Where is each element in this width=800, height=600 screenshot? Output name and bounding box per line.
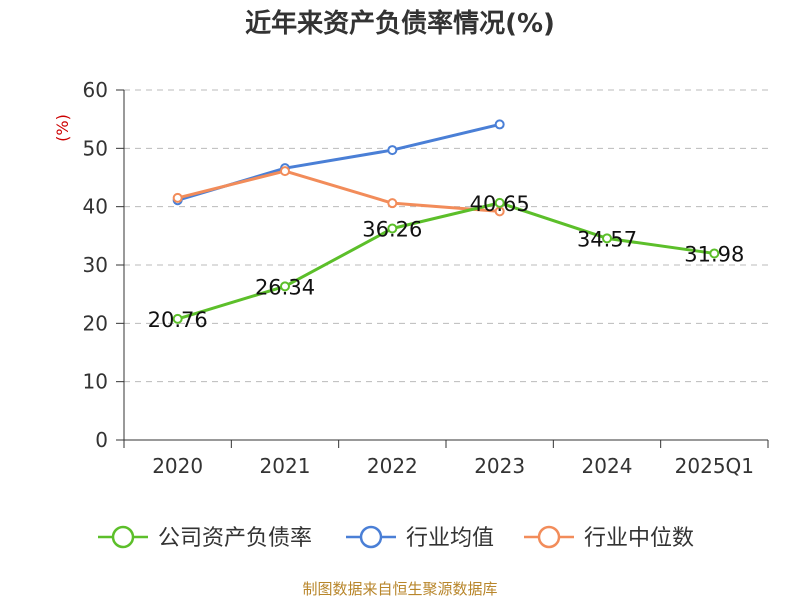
legend: 公司资产负债率 行业均值 行业中位数 [98,525,694,551]
x-tick-label: 2024 [582,454,633,478]
series-line [177,122,501,202]
data-label: 20.76 [148,308,208,332]
data-point [494,119,505,130]
data-point [494,197,505,208]
legend-marker [537,525,561,549]
series-line [177,201,715,321]
x-tick-label: 2020 [152,454,203,478]
grid [124,89,768,383]
legend-marker [111,525,135,549]
data-point [387,145,398,156]
data-labels: 20.76 26.34 36.26 40.65 34.57 31.98 [148,192,745,332]
y-tick-label: 30 [83,253,108,277]
x-tick-label: 2025Q1 [675,454,754,478]
data-label: 26.34 [255,275,315,299]
data-point [172,192,183,203]
y-tick-label: 50 [83,136,108,160]
x-tick-label: 2023 [474,454,525,478]
legend-label: 公司资产负债率 [158,526,312,551]
data-point [387,198,398,209]
axes: 0 10 20 30 40 50 60 2020 2021 2022 2023 2024 2025Q1 [83,78,769,478]
data-point [709,248,720,259]
data-label: 34.57 [577,227,637,251]
legend-label: 行业均值 [406,526,494,551]
series-layer [172,119,720,324]
data-label: 36.26 [362,217,422,241]
x-tick-label: 2021 [260,454,311,478]
data-point [280,281,290,292]
chart-title: 近年来资产负债率情况(%) [245,8,555,39]
series-line [177,169,500,213]
data-point [387,223,398,234]
legend-label: 行业中位数 [584,526,694,551]
data-label: 40.65 [470,192,530,216]
y-unit-label: (%) [53,114,72,142]
data-point [280,166,290,177]
data-point [602,233,612,244]
data-point [172,313,183,324]
y-tick-label: 0 [95,428,108,452]
x-tick-label: 2022 [367,454,418,478]
legend-marker [359,525,383,549]
y-tick-label: 60 [83,78,108,102]
data-label: 31.98 [684,242,744,266]
y-tick-label: 10 [83,370,108,394]
y-tick-label: 40 [83,195,108,219]
source-note: 制图数据来自恒生聚源数据库 [302,580,497,598]
y-tick-label: 20 [83,311,108,335]
